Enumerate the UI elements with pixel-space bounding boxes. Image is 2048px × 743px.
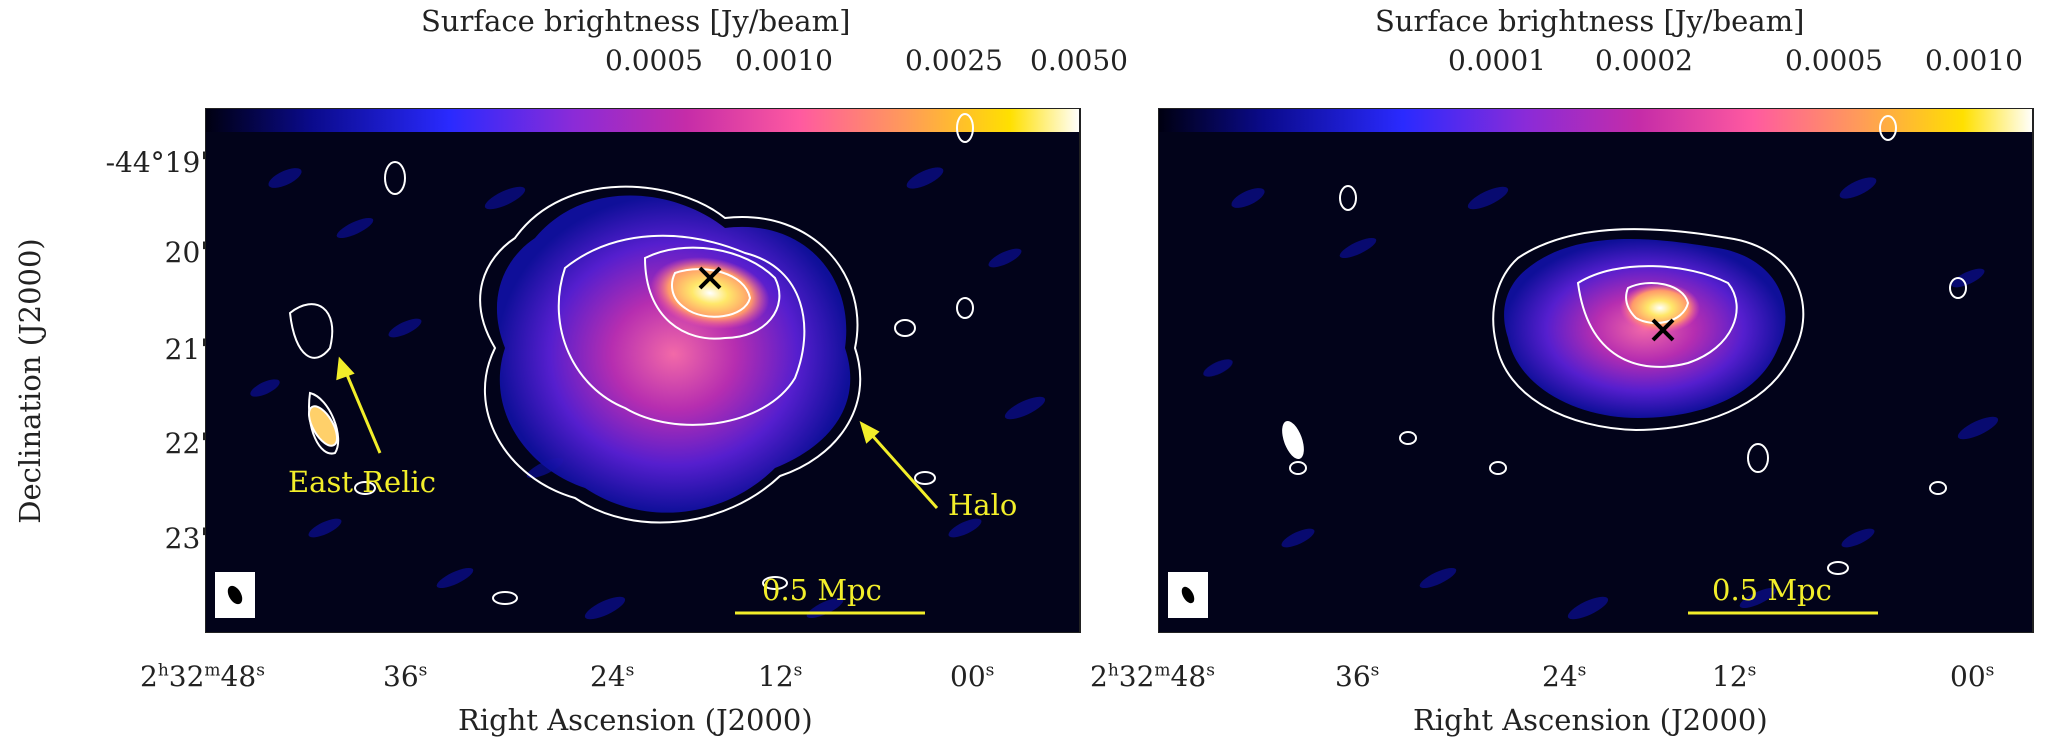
right-ra-tick-00: 00s <box>1950 660 1995 693</box>
dec-tick-23: 23' <box>164 522 208 555</box>
left-x-axis-title: Right Ascension (J2000) <box>458 703 813 737</box>
right-colorbar-tick-4: 0.0010 <box>1925 44 2023 77</box>
right-colorbar-tick-2: 0.0002 <box>1595 44 1693 77</box>
left-beam-ellipse <box>227 585 243 605</box>
east-relic-label: East Relic <box>288 465 437 499</box>
left-radio-image <box>205 108 1081 633</box>
right-colorbar-tick-3: 0.0005 <box>1785 44 1883 77</box>
right-ra-tick-24: 24s <box>1542 660 1587 693</box>
left-colorbar-title: Surface brightness [Jy/beam] <box>421 4 851 38</box>
right-colorbar <box>1158 108 2033 132</box>
right-colorbar-title: Surface brightness [Jy/beam] <box>1375 4 1805 38</box>
left-ra-tick-36: 36s <box>383 660 428 693</box>
right-ra-tick-12: 12s <box>1712 660 1757 693</box>
left-ra-tick-00: 00s <box>950 660 995 693</box>
left-colorbar <box>205 108 1080 132</box>
dec-tick-21: 21' <box>164 333 208 366</box>
left-scale-bar-label: 0.5 Mpc <box>762 573 882 607</box>
cluster-center-marker <box>698 266 722 290</box>
right-ra-tick-36: 36s <box>1335 660 1380 693</box>
right-scale-bar-label: 0.5 Mpc <box>1712 573 1832 607</box>
east-relic-source <box>308 405 338 447</box>
left-ra-tick-12: 12s <box>758 660 803 693</box>
left-colorbar-tick-2: 0.0010 <box>735 44 833 77</box>
dec-tick-19: -44°19' <box>105 146 208 179</box>
right-cluster-center-marker <box>1651 318 1675 342</box>
left-ra-tick-48: 2h32m48s <box>140 660 265 693</box>
left-colorbar-tick-4: 0.0050 <box>1030 44 1128 77</box>
left-colorbar-tick-1: 0.0005 <box>605 44 703 77</box>
right-compact-source <box>1282 420 1304 460</box>
y-axis-title: Declination (J2000) <box>13 238 47 524</box>
halo-label: Halo <box>948 488 1018 522</box>
left-halo-emission <box>496 195 851 513</box>
right-colorbar-tick-1: 0.0001 <box>1448 44 1546 77</box>
right-radio-image <box>1158 108 2034 633</box>
right-noise-speckles <box>1203 177 1999 620</box>
annotation-arrows <box>336 356 939 509</box>
left-contours <box>288 113 974 605</box>
dec-tick-22: 22' <box>164 427 208 460</box>
left-noise-speckles <box>250 167 1046 620</box>
left-ra-tick-24: 24s <box>590 660 635 693</box>
right-beam-ellipse <box>1181 586 1195 604</box>
right-ra-tick-48: 2h32m48s <box>1090 660 1215 693</box>
dec-tick-20: 20' <box>164 236 208 269</box>
right-x-axis-title: Right Ascension (J2000) <box>1413 703 1768 737</box>
left-colorbar-tick-3: 0.0025 <box>905 44 1003 77</box>
